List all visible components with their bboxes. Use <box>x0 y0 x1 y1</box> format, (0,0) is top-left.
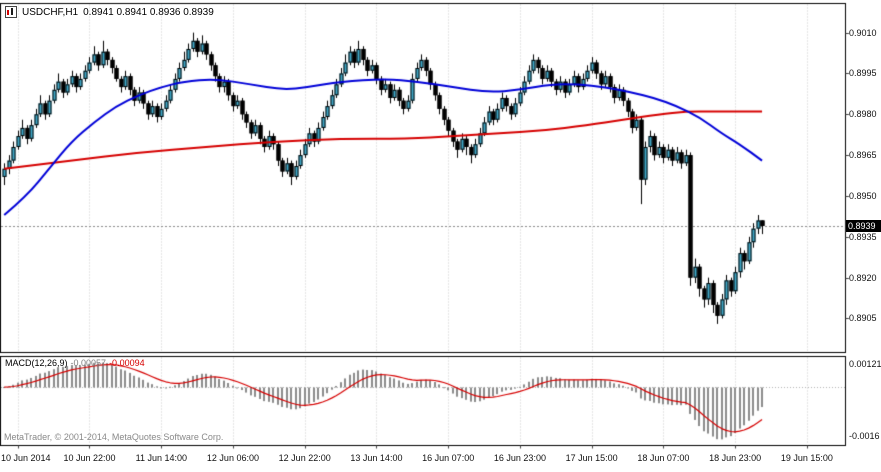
price-chart-canvas[interactable] <box>0 0 881 472</box>
metatrader-chart-window: USDCHF,H1 0.8941 0.8941 0.8936 0.8939 0.… <box>0 0 881 472</box>
